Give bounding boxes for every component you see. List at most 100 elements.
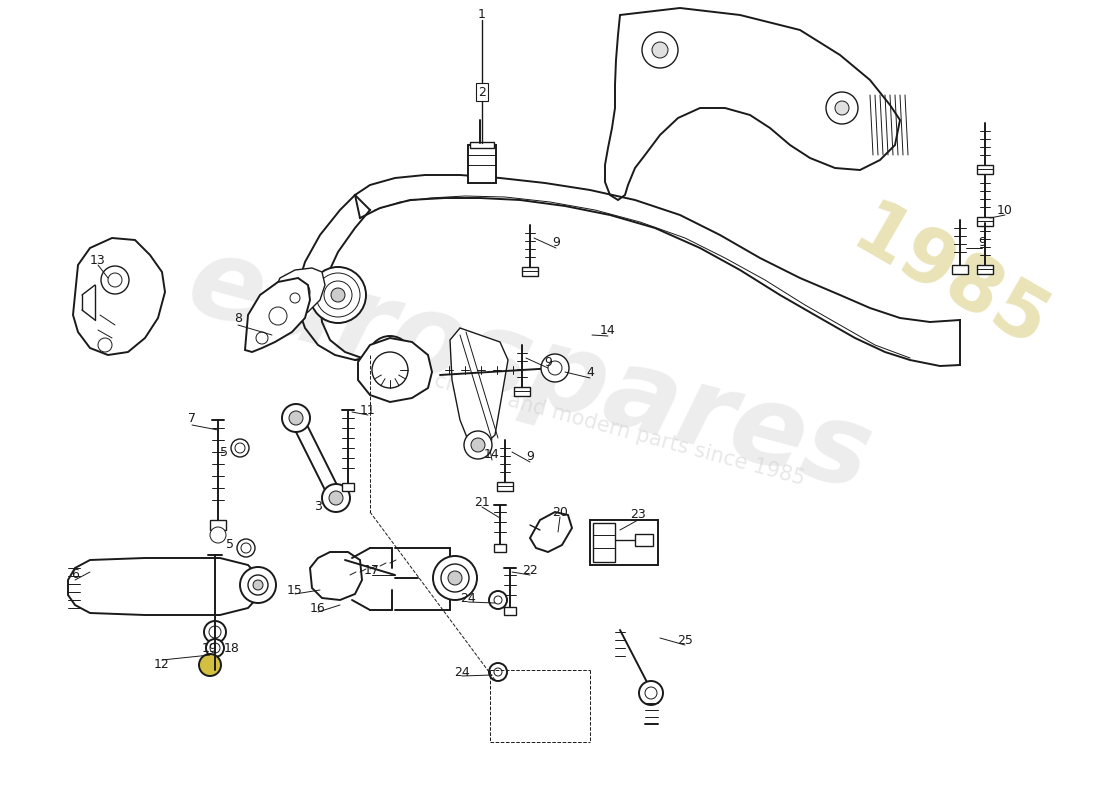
Circle shape [206, 639, 224, 657]
Text: 20: 20 [552, 506, 568, 518]
Circle shape [494, 668, 502, 676]
Text: 7: 7 [188, 411, 196, 425]
Circle shape [199, 654, 221, 676]
Text: 1985: 1985 [839, 195, 1060, 365]
Polygon shape [68, 558, 260, 615]
Text: eurospares: eurospares [177, 227, 883, 513]
Circle shape [548, 361, 562, 375]
Circle shape [209, 626, 221, 638]
Circle shape [231, 439, 249, 457]
Circle shape [253, 580, 263, 590]
Text: 3: 3 [315, 499, 322, 513]
Text: 5: 5 [226, 538, 234, 551]
Circle shape [490, 663, 507, 681]
Polygon shape [310, 552, 362, 600]
Circle shape [368, 336, 412, 380]
Bar [977, 265, 993, 274]
Text: 18: 18 [224, 642, 240, 654]
Circle shape [372, 352, 408, 388]
Circle shape [235, 443, 245, 453]
Polygon shape [530, 512, 572, 552]
Text: 13: 13 [90, 254, 106, 266]
Circle shape [652, 42, 668, 58]
Text: 22: 22 [522, 563, 538, 577]
Circle shape [494, 596, 502, 604]
Circle shape [383, 351, 397, 365]
Text: 4: 4 [586, 366, 594, 378]
Text: 14: 14 [601, 323, 616, 337]
Text: 14: 14 [484, 449, 499, 462]
Circle shape [490, 591, 507, 609]
Circle shape [826, 92, 858, 124]
Text: 12: 12 [154, 658, 169, 671]
Polygon shape [245, 278, 310, 352]
Bar [590, 520, 658, 565]
Text: 9: 9 [544, 355, 552, 369]
Text: 8: 8 [234, 311, 242, 325]
Bar [504, 607, 516, 615]
Circle shape [835, 101, 849, 115]
Circle shape [541, 354, 569, 382]
Bar [342, 483, 354, 491]
Circle shape [282, 404, 310, 432]
Text: 15: 15 [287, 583, 303, 597]
Circle shape [376, 344, 404, 372]
Text: 16: 16 [310, 602, 326, 614]
Circle shape [316, 273, 360, 317]
Circle shape [270, 307, 287, 325]
Text: 24: 24 [460, 591, 476, 605]
Text: 6: 6 [72, 569, 79, 582]
Circle shape [240, 567, 276, 603]
Circle shape [639, 681, 663, 705]
Circle shape [210, 527, 225, 543]
Polygon shape [73, 238, 165, 355]
Circle shape [471, 438, 485, 452]
Text: 9: 9 [526, 450, 534, 462]
Circle shape [331, 288, 345, 302]
Circle shape [464, 431, 492, 459]
Circle shape [645, 687, 657, 699]
Circle shape [290, 282, 310, 302]
Circle shape [248, 575, 268, 595]
Polygon shape [268, 268, 324, 320]
Text: 9: 9 [978, 235, 986, 249]
Text: 9: 9 [552, 235, 560, 249]
Bar [977, 217, 993, 226]
Circle shape [448, 571, 462, 585]
Circle shape [210, 643, 220, 653]
Polygon shape [450, 328, 508, 447]
Text: 17: 17 [364, 563, 380, 577]
Bar [468, 145, 496, 183]
Text: 2: 2 [478, 86, 486, 98]
Text: 10: 10 [997, 203, 1013, 217]
Circle shape [642, 32, 678, 68]
Polygon shape [605, 8, 900, 200]
Circle shape [108, 273, 122, 287]
Bar [514, 387, 530, 396]
Circle shape [329, 491, 343, 505]
Bar [470, 142, 494, 148]
Text: 23: 23 [630, 509, 646, 522]
Text: 21: 21 [474, 495, 490, 509]
Bar [977, 165, 993, 174]
Circle shape [98, 338, 112, 352]
Bar [522, 267, 538, 276]
Polygon shape [358, 338, 432, 402]
Circle shape [236, 539, 255, 557]
Text: 25: 25 [678, 634, 693, 646]
Circle shape [433, 556, 477, 600]
Circle shape [289, 411, 302, 425]
Circle shape [256, 332, 268, 344]
Bar [593, 523, 615, 562]
Circle shape [280, 305, 290, 315]
Text: 11: 11 [360, 403, 376, 417]
Circle shape [324, 281, 352, 309]
Text: classic and modern parts since 1985: classic and modern parts since 1985 [432, 370, 807, 490]
Circle shape [441, 564, 469, 592]
Text: 24: 24 [454, 666, 470, 678]
Text: 5: 5 [220, 446, 228, 458]
Circle shape [101, 266, 129, 294]
Circle shape [290, 293, 300, 303]
Circle shape [310, 267, 366, 323]
Circle shape [241, 543, 251, 553]
